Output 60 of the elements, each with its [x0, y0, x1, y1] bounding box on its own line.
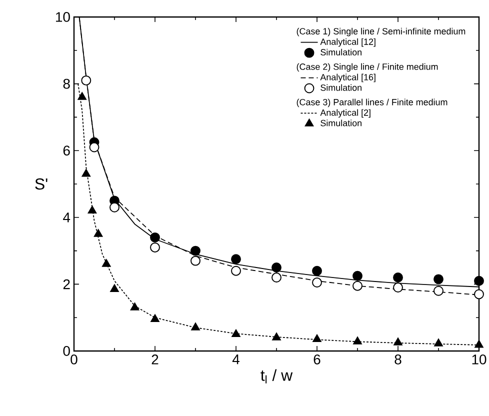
point	[312, 266, 322, 276]
point	[231, 266, 241, 276]
point	[272, 272, 282, 282]
legend-label: Analytical [12]	[320, 38, 376, 47]
point	[191, 322, 200, 330]
point	[89, 142, 100, 152]
y-tick-label: 4	[63, 212, 70, 222]
point	[434, 286, 444, 296]
point	[272, 332, 281, 340]
point	[312, 278, 322, 288]
point	[232, 329, 240, 338]
legend-label: Simulation	[320, 84, 362, 91]
point	[150, 232, 160, 242]
x-tick-label: 2	[152, 354, 158, 364]
point	[150, 314, 160, 322]
legend-label: Analytical [16]	[320, 74, 376, 82]
y-tick-label: 8	[63, 78, 70, 89]
point	[434, 338, 443, 346]
point	[88, 206, 97, 214]
point	[110, 284, 119, 292]
x-tick-label: 0	[70, 354, 78, 364]
point	[150, 242, 160, 252]
y-tick-label: 2	[63, 279, 70, 290]
point	[353, 336, 362, 344]
point	[474, 276, 484, 286]
point	[474, 340, 484, 348]
point	[102, 259, 111, 267]
point	[82, 168, 91, 177]
point	[393, 282, 403, 293]
x-tick-label: 10	[472, 354, 486, 364]
y-axis-title: S'	[35, 178, 48, 190]
point	[78, 92, 86, 100]
point	[94, 229, 103, 237]
x-axis-title: t$_{l}$ / w	[260, 369, 293, 384]
y-tick-label: 6	[63, 146, 70, 156]
point	[352, 270, 362, 281]
point	[393, 272, 403, 282]
point	[130, 302, 140, 310]
point	[272, 262, 282, 272]
annotation: (Case 2) Single line / Finite medium	[296, 63, 438, 72]
point	[352, 280, 362, 291]
point	[394, 338, 402, 346]
legend-label: Analytical [2]	[320, 109, 370, 118]
legend-label: Simulation	[320, 120, 362, 126]
point	[81, 75, 92, 86]
point	[312, 334, 322, 342]
point	[110, 202, 120, 212]
y-tick-label: 0	[63, 346, 70, 356]
legend-label: Simulation	[320, 48, 362, 56]
point	[474, 289, 484, 300]
point	[434, 274, 444, 284]
x-tick-label: 8	[394, 354, 402, 364]
annotation: (Case 1) Single line / Semi-infinite medium	[296, 28, 466, 36]
x-tick-label: 4	[232, 354, 240, 364]
annotation: (Case 3) Parallel lines / Finite medium	[296, 98, 448, 108]
x-tick-label: 6	[314, 354, 320, 364]
point	[190, 246, 200, 256]
point	[190, 256, 200, 266]
y-tick-label: 10	[56, 12, 70, 22]
point	[231, 254, 241, 264]
